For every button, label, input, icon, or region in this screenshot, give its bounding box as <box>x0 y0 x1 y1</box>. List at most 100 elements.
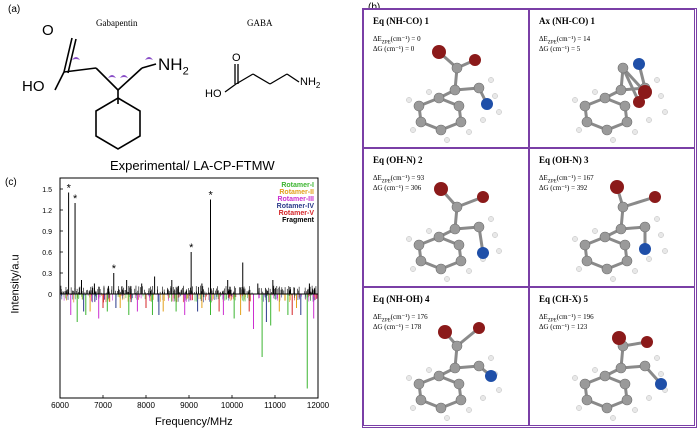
hydrogen-atom <box>576 405 582 411</box>
hydrogen-atom <box>646 117 652 123</box>
hydrogen-atom <box>610 276 616 282</box>
carbon-atom <box>601 402 613 414</box>
x-tick-label: 9000 <box>180 401 198 410</box>
nitrogen-atom <box>633 58 645 70</box>
hydrogen-atom <box>654 355 660 361</box>
hydrogen-atom <box>572 97 578 103</box>
nitrogen-atom <box>655 378 667 390</box>
oxygen-atom <box>469 54 481 66</box>
conformer-card-5: Eq (NH-OH) 4 ΔEZPE(cm⁻¹) = 176 ΔG (cm⁻¹)… <box>363 287 529 426</box>
nitrogen-atom <box>481 98 493 110</box>
e-value: (cm⁻¹) = 14 <box>556 35 591 43</box>
carbon-atom <box>449 223 461 235</box>
y-tick-label: 0.9 <box>42 229 52 236</box>
molecule-render <box>572 331 668 421</box>
carbon-atom <box>449 362 461 374</box>
y-tick-label: 0.6 <box>42 250 52 257</box>
carbon-atom <box>413 378 425 390</box>
e-sub: ZPE <box>381 179 391 185</box>
conformer-title: Ax (NH-CO) 1 <box>539 16 595 26</box>
hydrogen-atom <box>592 367 598 373</box>
gaba-nh2: NH2 <box>300 76 320 90</box>
hydrogen-atom <box>444 415 450 421</box>
gaba-name: GABA <box>247 18 273 28</box>
x-tick-label: 11000 <box>264 401 286 410</box>
peak-asterisk: * <box>67 183 72 195</box>
molecule-render <box>406 322 502 421</box>
gaba-ho: HO <box>205 88 222 100</box>
hydrogen-atom <box>410 405 416 411</box>
hydrogen-atom <box>632 268 638 274</box>
hydrogen-atom <box>488 355 494 361</box>
nh-text: NH <box>158 55 183 74</box>
gabapentin-name: Gabapentin <box>96 18 138 28</box>
nitrogen-atom <box>639 243 651 255</box>
hydrogen-atom <box>610 137 616 143</box>
energy-zpe: ΔEZPE(cm⁻¹) = 14 <box>539 34 590 48</box>
carbon-atom <box>581 394 593 406</box>
e-label: ΔE <box>373 174 382 182</box>
hydrogen-atom <box>492 93 498 99</box>
x-axis-label: Frequency/MHz <box>155 416 233 428</box>
e-label: ΔE <box>539 313 548 321</box>
hydrogen-atom <box>410 266 416 272</box>
hydrogen-atom <box>632 129 638 135</box>
carbon-atom <box>415 394 427 406</box>
energy-gibbs: ΔG (cm⁻¹) = 0 <box>373 45 415 53</box>
hydrogen-atom <box>466 407 472 413</box>
e-sub: ZPE <box>381 318 391 324</box>
energy-gibbs: ΔG (cm⁻¹) = 178 <box>373 323 422 331</box>
e-value: (cm⁻¹) = 93 <box>390 174 425 182</box>
carbon-atom <box>433 370 445 382</box>
panel-a-label: (a) <box>8 4 21 15</box>
carbon-atom <box>619 100 631 112</box>
carbon-atom <box>621 255 633 267</box>
hydrogen-atom <box>572 236 578 242</box>
legend-item-rotamer-i: Rotamer-I <box>281 182 314 189</box>
hydrogen-atom <box>426 228 432 234</box>
chart-title: Experimental/ LA-CP-FTMW <box>110 158 275 173</box>
oxygen-atom <box>432 45 446 59</box>
bond-torsion-icon <box>120 75 128 78</box>
carbon-atom <box>415 255 427 267</box>
conformer-card-4: Eq (OH-N) 3 ΔEZPE(cm⁻¹) = 167 ΔG (cm⁻¹) … <box>529 148 695 287</box>
carbon-atom <box>615 362 627 374</box>
energy-gibbs: ΔG (cm⁻¹) = 5 <box>539 45 581 53</box>
energy-zpe: ΔEZPE(cm⁻¹) = 196 <box>539 312 594 326</box>
carbon-atom <box>621 116 633 128</box>
hydrogen-atom <box>426 367 432 373</box>
e-label: ΔE <box>539 35 548 43</box>
e-label: ΔE <box>373 35 382 43</box>
hydrogen-atom <box>576 127 582 133</box>
legend-item-rotamer-iii: Rotamer-III <box>277 196 314 203</box>
conformer-title: Eq (NH-CO) 1 <box>373 16 429 26</box>
gabapentin-ho: HO <box>22 78 45 95</box>
e-sub: ZPE <box>547 40 557 46</box>
carbon-atom <box>433 92 445 104</box>
y-tick-label: 0 <box>48 292 52 299</box>
x-tick-label: 10000 <box>221 401 244 410</box>
carbon-atom <box>413 239 425 251</box>
hydrogen-atom <box>406 97 412 103</box>
hydrogen-atom <box>658 232 664 238</box>
energy-gibbs: ΔG (cm⁻¹) = 123 <box>539 323 588 331</box>
hydrogen-atom <box>632 407 638 413</box>
oxygen-atom <box>641 336 653 348</box>
hydrogen-atom <box>480 117 486 123</box>
carbon-atom <box>415 116 427 128</box>
x-tick-label: 8000 <box>137 401 155 410</box>
e-sub: ZPE <box>547 318 557 324</box>
carbon-atom <box>601 263 613 275</box>
carbon-atom <box>581 116 593 128</box>
energy-zpe: ΔEZPE(cm⁻¹) = 176 <box>373 312 428 326</box>
conformer-card-3: Eq (OH-N) 2 ΔEZPE(cm⁻¹) = 93 ΔG (cm⁻¹) =… <box>363 148 529 287</box>
panel-b-label: (b) <box>368 2 381 13</box>
nitrogen-atom <box>477 247 489 259</box>
carbon-atom <box>619 239 631 251</box>
carbon-atom <box>617 62 629 74</box>
hydrogen-atom <box>592 228 598 234</box>
hydrogen-atom <box>576 266 582 272</box>
panel-c-label: (c) <box>5 177 17 188</box>
oxygen-atom <box>612 331 626 345</box>
carbon-atom <box>615 223 627 235</box>
